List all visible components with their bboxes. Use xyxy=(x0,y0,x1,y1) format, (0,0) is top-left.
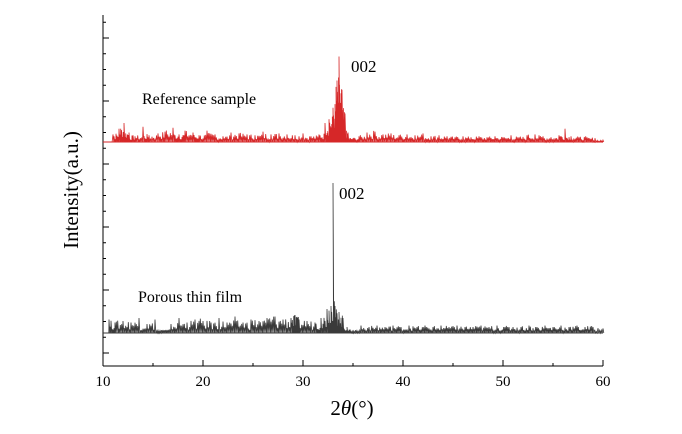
x-tick-label: 40 xyxy=(396,374,411,390)
peak-label-porous-002: 002 xyxy=(339,184,365,203)
x-axis-ticks xyxy=(102,360,604,366)
series-label-porous-thin-film: Porous thin film xyxy=(138,289,243,306)
x-tick-label: 10 xyxy=(96,374,111,390)
x-axis-title: 2θ(°) xyxy=(330,396,373,420)
y-axis-title: Intensity(a.u.) xyxy=(59,131,83,249)
x-tick-label: 20 xyxy=(196,374,211,390)
x-tick-label: 30 xyxy=(296,374,311,390)
series-line-porous-thin-film xyxy=(103,182,605,335)
y-axis-ticks xyxy=(103,21,109,354)
x-tick-labels: 10 20 30 40 50 60 xyxy=(96,374,611,390)
x-tick-label: 60 xyxy=(596,374,611,390)
series-line-reference-sample xyxy=(103,56,605,144)
peak-label-reference-002: 002 xyxy=(351,57,377,76)
series-label-reference-sample: Reference sample xyxy=(142,91,256,108)
x-tick-label: 50 xyxy=(496,374,511,390)
